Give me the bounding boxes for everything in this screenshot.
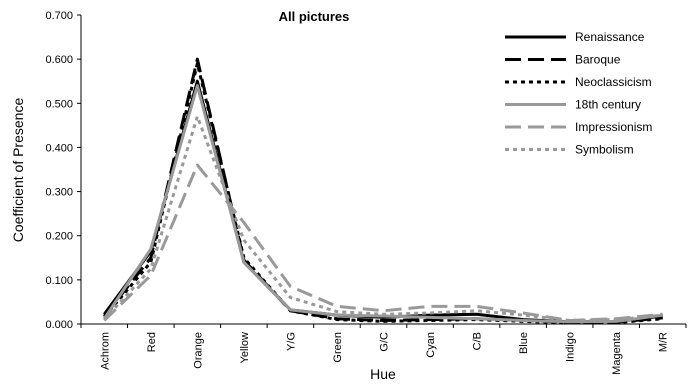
y-tick-label: 0.200 <box>45 231 73 243</box>
y-tick-label: 0.100 <box>45 275 73 287</box>
y-tick-label: 0.400 <box>45 142 73 154</box>
chart-title: All pictures <box>279 9 350 24</box>
legend-label: Neoclassicism <box>575 75 652 89</box>
x-axis-label: Hue <box>370 366 396 382</box>
x-tick-label: Blue <box>518 332 530 354</box>
x-tick-label: Cyan <box>425 332 437 358</box>
legend-label: Renaissance <box>575 30 645 44</box>
series-line-impressionism <box>103 163 663 322</box>
y-tick-label: 0.600 <box>45 54 73 66</box>
x-tick-group: Achrom Red Orange Yellow Y/G Green G/C Cyan C/B B… <box>80 324 687 375</box>
legend: Renaissance Baroque Neoclassicism 18th cent… <box>505 30 652 157</box>
x-tick-label: Achrom <box>99 332 111 370</box>
x-tick-label: Magenta <box>611 331 623 375</box>
x-tick-label: Orange <box>192 332 204 369</box>
x-tick-label: Red <box>146 332 158 352</box>
legend-label: 18th century <box>575 98 641 112</box>
y-tick-label: 0.300 <box>45 187 73 199</box>
x-tick-label: Y/G <box>285 332 297 351</box>
series-group <box>103 57 663 325</box>
y-tick-label: 0.000 <box>45 319 73 331</box>
x-tick-label: Indigo <box>565 332 577 362</box>
series-line-symbolism <box>103 115 663 322</box>
x-tick-label: M/R <box>658 332 670 352</box>
legend-label: Baroque <box>575 53 621 67</box>
x-tick-label: G/C <box>379 332 391 352</box>
y-tick-label: 0.500 <box>45 98 73 110</box>
y-axis-label: Coefficient of Presence <box>10 98 26 243</box>
x-tick-label: C/B <box>472 332 484 350</box>
x-tick-label: Yellow <box>239 332 251 363</box>
x-tick-label: Green <box>332 332 344 363</box>
y-tick-label: 0.700 <box>45 10 73 22</box>
legend-label: Symbolism <box>575 143 634 157</box>
legend-label: Impressionism <box>575 120 652 134</box>
y-tick-group: 0.000 0.100 0.200 0.300 0.400 0.500 0.600 0.700 <box>45 10 81 331</box>
